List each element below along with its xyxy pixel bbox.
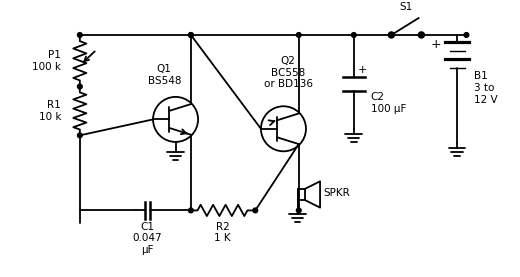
Circle shape bbox=[389, 33, 394, 37]
Text: Q2
BC558
or BD136: Q2 BC558 or BD136 bbox=[264, 56, 313, 89]
Text: S1: S1 bbox=[400, 2, 413, 12]
Bar bbox=[297, 189, 305, 200]
Text: R1
10 k: R1 10 k bbox=[38, 100, 61, 122]
Circle shape bbox=[77, 84, 82, 89]
Circle shape bbox=[189, 208, 193, 213]
Circle shape bbox=[189, 33, 193, 37]
Circle shape bbox=[296, 33, 301, 37]
Circle shape bbox=[77, 133, 82, 138]
Text: +: + bbox=[431, 38, 441, 51]
Circle shape bbox=[419, 33, 424, 37]
Text: Q1
BS548: Q1 BS548 bbox=[148, 64, 181, 86]
Text: +: + bbox=[358, 65, 367, 75]
Text: R2
1 K: R2 1 K bbox=[214, 222, 231, 243]
Text: SPKR: SPKR bbox=[324, 188, 350, 198]
Text: B1
3 to
12 V: B1 3 to 12 V bbox=[474, 71, 498, 105]
Text: C1
0.047
μF: C1 0.047 μF bbox=[133, 222, 162, 255]
Circle shape bbox=[253, 208, 257, 213]
Circle shape bbox=[296, 208, 301, 213]
Text: C2
100 μF: C2 100 μF bbox=[371, 92, 406, 114]
Circle shape bbox=[352, 33, 356, 37]
Circle shape bbox=[464, 33, 469, 37]
Circle shape bbox=[189, 33, 193, 37]
Circle shape bbox=[77, 33, 82, 37]
Text: P1
100 k: P1 100 k bbox=[32, 50, 61, 71]
